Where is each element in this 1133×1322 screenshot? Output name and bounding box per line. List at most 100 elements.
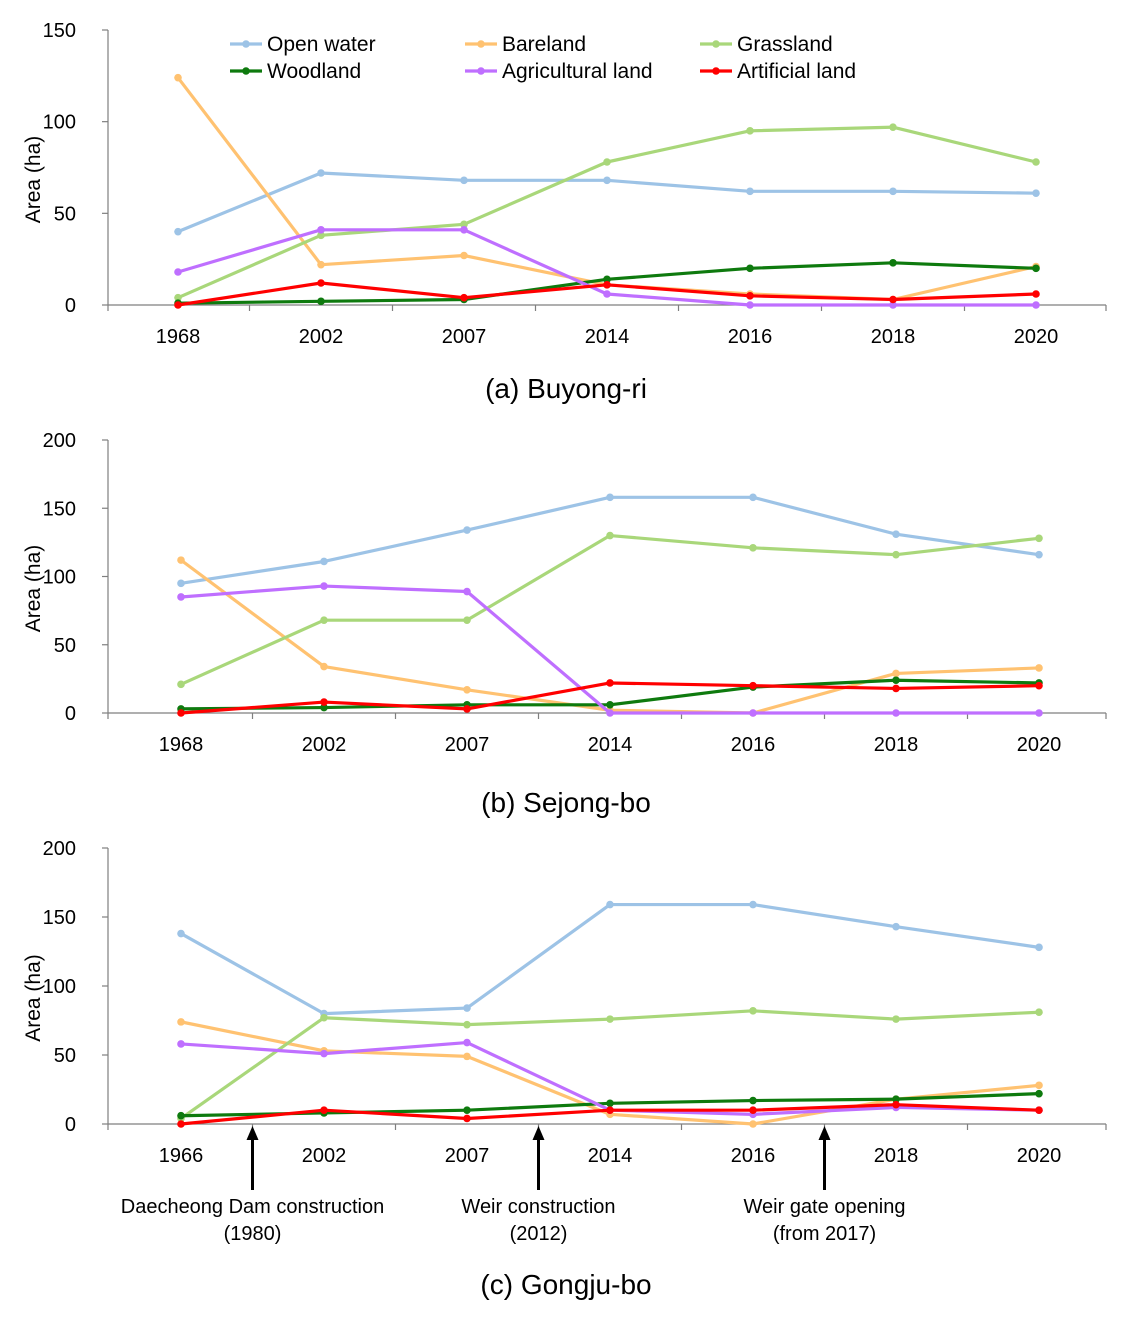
data-point (174, 73, 182, 82)
data-point (892, 669, 900, 678)
data-point (463, 1004, 471, 1012)
data-point (320, 1106, 328, 1114)
legend-label: Bareland (502, 33, 586, 56)
data-point (177, 579, 185, 588)
data-point (1035, 1008, 1043, 1017)
data-point (317, 279, 325, 287)
x-tick-label: 2002 (302, 734, 347, 756)
legend-marker (712, 40, 720, 48)
data-point (749, 544, 757, 552)
data-point (320, 557, 328, 566)
data-point (749, 709, 757, 717)
y-tick-label: 200 (43, 838, 76, 860)
annotation: Daecheong Dam construction (1980) (121, 1126, 384, 1245)
panel-gongju-bo: 0 50 100 150 200 1966 2002 2007 2014 2016 2018 2020… (22, 838, 1107, 1300)
legend-label: Artificial land (737, 60, 856, 83)
data-point (606, 709, 614, 717)
data-point (603, 275, 611, 284)
x-tick-label: 2014 (585, 326, 630, 348)
data-point (174, 227, 182, 236)
annotation: Weir gate opening (from 2017) (744, 1126, 905, 1245)
data-point (320, 1013, 328, 1022)
legend-label: Open water (267, 33, 376, 56)
data-point (320, 703, 328, 712)
series-grassland (177, 1007, 1043, 1123)
series-open-water (177, 493, 1043, 588)
legend: Open water Bareland Grassland Woodland Agric… (230, 33, 856, 83)
series-line (179, 533, 1041, 686)
data-point (460, 220, 468, 229)
data-point (1032, 264, 1040, 273)
x-tick-label: 2002 (299, 326, 344, 348)
data-point (1035, 709, 1043, 717)
series-bareland (174, 73, 1040, 304)
data-point (892, 550, 900, 559)
data-point (892, 684, 900, 693)
data-point (317, 297, 325, 306)
annotation-text: (2012) (510, 1223, 568, 1245)
data-point (746, 301, 754, 309)
data-point (746, 127, 754, 135)
data-point (889, 259, 897, 267)
y-tick-label: 0 (65, 1114, 76, 1136)
legend-label: Grassland (737, 33, 833, 56)
x-tick-label: 1968 (159, 734, 204, 756)
x-tick-label: 2016 (728, 326, 773, 348)
data-point (606, 1106, 614, 1114)
data-point (603, 176, 611, 185)
series-agricultural-land (177, 582, 1043, 717)
x-tick-label: 2007 (442, 326, 487, 348)
x-tick-label: 2020 (1014, 326, 1059, 348)
panel-caption: (a) Buyong-ri (485, 373, 647, 404)
x-tick-label: 2018 (871, 326, 916, 348)
data-point (749, 900, 757, 909)
data-point (177, 1120, 185, 1128)
series-open-water (174, 169, 1040, 236)
y-tick-label: 0 (65, 703, 76, 725)
data-point (749, 1106, 757, 1114)
data-point (174, 268, 182, 276)
data-point (317, 231, 325, 240)
data-point (1032, 189, 1040, 197)
data-point (889, 295, 897, 304)
data-point (1035, 550, 1043, 559)
series-woodland (174, 259, 1040, 307)
data-point (749, 493, 757, 502)
y-axis-label: Area (ha) (22, 954, 45, 1042)
y-tick-label: 100 (43, 112, 76, 134)
series-line (179, 902, 1041, 1016)
data-point (892, 709, 900, 717)
data-point (460, 293, 468, 302)
y-tick-label: 50 (54, 203, 76, 225)
data-point (460, 226, 468, 234)
data-point (1032, 158, 1040, 166)
series-grassland (177, 531, 1043, 689)
series-artificial-land (177, 679, 1043, 717)
data-point (606, 900, 614, 909)
data-point (1035, 1106, 1043, 1114)
x-tick-label: 2016 (731, 734, 776, 756)
data-point (892, 1095, 900, 1103)
data-point (320, 582, 328, 590)
legend-item-grassland: Grassland (700, 33, 833, 56)
legend-marker (242, 67, 250, 75)
y-tick-label: 50 (54, 635, 76, 657)
legend-item-artificial-land: Artificial land (700, 60, 856, 83)
y-tick-label: 100 (43, 976, 76, 998)
annotation-text: (1980) (224, 1223, 282, 1245)
annotation: Weir construction (2012) (461, 1126, 616, 1245)
arrow-head-icon (818, 1126, 831, 1140)
data-point (1035, 943, 1043, 952)
data-point (463, 1114, 471, 1123)
data-point (317, 169, 325, 177)
legend-marker (477, 67, 485, 75)
series-line (179, 584, 1041, 715)
data-point (1035, 1089, 1043, 1098)
data-point (177, 1018, 185, 1026)
data-point (889, 187, 897, 196)
y-tick-label: 100 (43, 567, 76, 589)
legend-item-agricultural-land: Agricultural land (465, 60, 653, 83)
data-point (889, 123, 897, 131)
data-point (603, 158, 611, 166)
legend-item-bareland: Bareland (465, 33, 586, 56)
